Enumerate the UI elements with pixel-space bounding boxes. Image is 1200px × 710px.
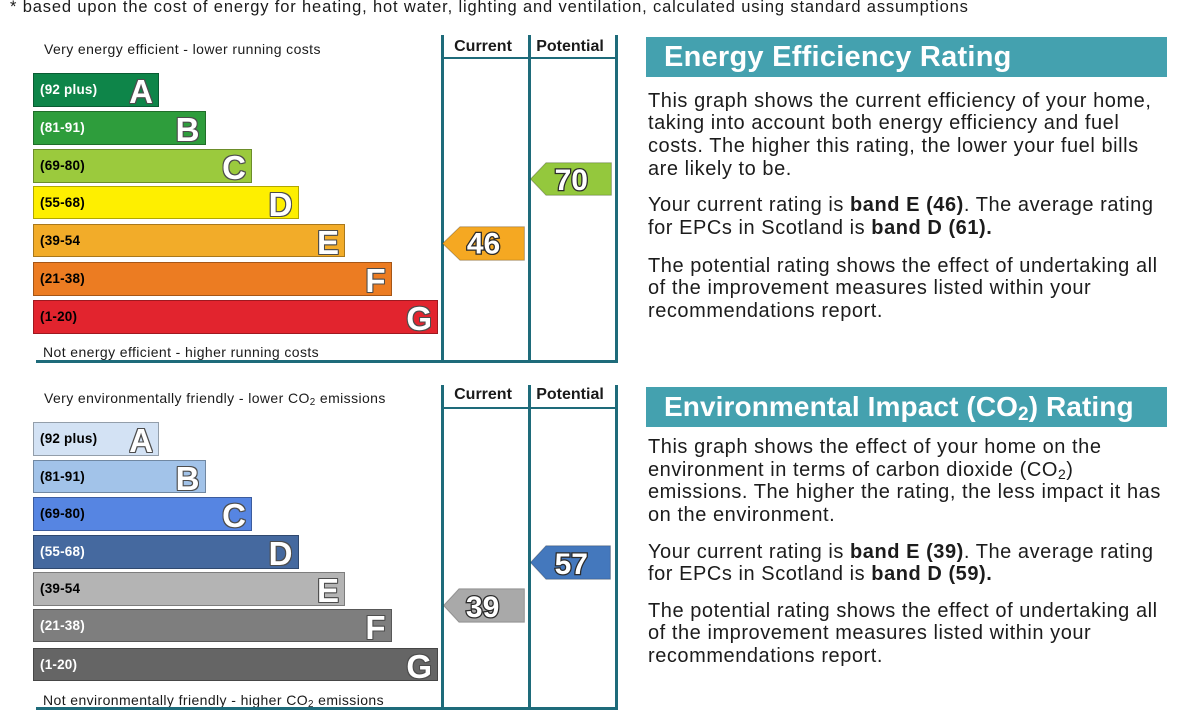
svg-text:57: 57 <box>555 548 588 580</box>
svg-text:39: 39 <box>466 591 499 623</box>
svg-text:46: 46 <box>467 228 500 261</box>
svg-text:70: 70 <box>555 164 588 196</box>
